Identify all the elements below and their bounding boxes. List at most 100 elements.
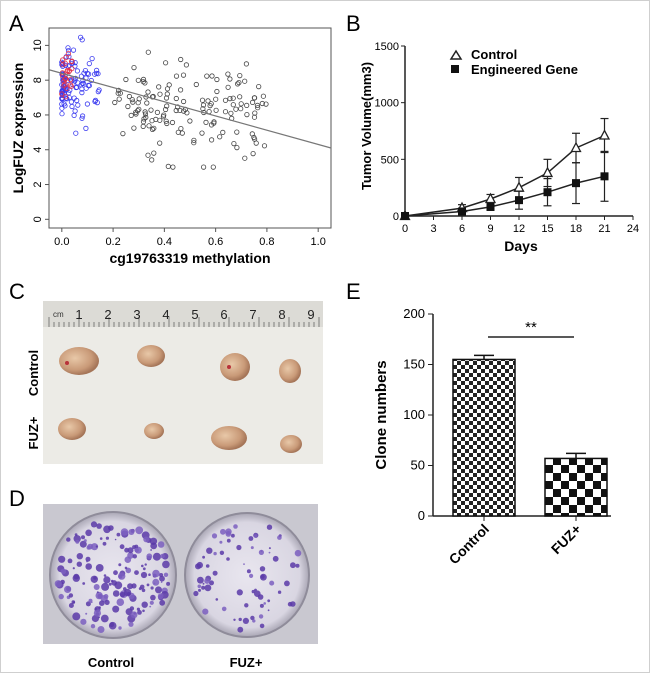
colony [246,569,251,574]
scatter-point [199,97,206,103]
scatter-point [115,90,121,96]
scatter-point [233,106,239,112]
panel-a: A 0.0 0.2 0.4 0.6 0.8 1.0 0 2 4 6 8 10 cg19763319 … [9,11,332,266]
colony [277,590,282,594]
y-tick-label: 150 [403,357,425,372]
scatter-point [148,107,154,113]
scatter-point [61,101,67,107]
scatter-point [209,73,215,79]
scatter-point [120,131,126,137]
scatter-point [238,106,244,112]
colony [76,561,83,567]
colony [198,588,201,592]
scatter-point [63,54,69,61]
scatter-point [143,114,149,121]
colony [157,541,165,548]
scatter-point [228,110,234,116]
scatter-point [163,106,169,113]
colony [81,535,85,540]
scatter-point [178,87,184,93]
colony [258,549,264,556]
tumors-fuz-row [58,418,302,453]
colony [249,573,254,579]
scatter-point [164,120,170,127]
tumor [59,347,99,375]
colony [238,617,242,622]
scatter-y-label: LogFUZ expression [10,63,26,194]
scatter-point [234,129,240,135]
scatter-point [164,91,170,97]
x-tick-label: 1.0 [311,236,326,248]
x-tick-label: 9 [487,223,493,235]
scatter-point [187,118,193,124]
significance-mark: ** [525,319,537,336]
scatter-point [71,112,77,119]
colony [260,574,265,579]
colony [108,582,112,586]
panel-label-e: E [346,279,361,304]
colony [152,569,160,578]
scatter-point [191,137,197,143]
bars [452,354,608,517]
scatter-point [209,137,215,143]
colony [213,551,217,556]
ruler-number: 6 [220,307,227,322]
data-point-engineered [401,212,409,220]
scatter-point [146,123,152,129]
scatter-point [67,77,74,83]
colony [201,585,206,590]
scatter-point [116,87,122,93]
scatter-point [94,67,100,74]
scatter-point [234,145,240,151]
scatter-point [199,130,205,136]
data-point-engineered [458,207,466,216]
scatter-point [231,141,237,147]
colony [202,555,206,559]
tumor [211,426,247,450]
tumor-spot [227,365,231,369]
colony [141,564,144,568]
colony [79,540,87,548]
scatter-point [156,84,162,90]
colony [54,580,62,588]
scatter-point [260,93,266,99]
colony [104,599,110,606]
colony [72,601,76,604]
colony [253,534,258,538]
scatter-point [83,125,89,132]
colony [202,608,209,615]
tumor [280,435,302,453]
scatter-point [79,90,85,96]
scatter-point [73,130,79,136]
scatter-point [72,59,78,66]
scatter-point [149,157,155,163]
dish-label-control: Control [88,655,134,670]
x-tick-label: 24 [627,223,639,235]
scatter-point [62,81,68,87]
x-tick-label: 6 [459,223,465,235]
colony [91,614,99,623]
x-tick-label: Control [446,521,493,568]
data-point-control [513,181,525,192]
panel-b: B 0 3 6 9 12 15 18 21 24 0 500 1000 1500 Control Eng… [346,11,639,254]
colony [215,598,219,601]
colony [93,609,101,617]
scatter-point [140,123,146,130]
colony [263,602,267,605]
scatter-point [80,80,86,86]
scatter-point [252,95,258,101]
colony [136,607,140,611]
colony [93,584,100,590]
colony [134,570,139,575]
scatter-point [191,140,197,146]
colony [95,564,104,572]
scatter-point [214,76,220,83]
scatter-point [62,60,68,66]
scatter-point [65,48,72,54]
y-tick-label: 6 [32,112,44,118]
colony [150,542,158,550]
scatter-point [131,125,137,131]
tumor-spot [65,361,69,365]
colony [220,528,226,535]
x-tick-label: 0.6 [208,236,223,248]
